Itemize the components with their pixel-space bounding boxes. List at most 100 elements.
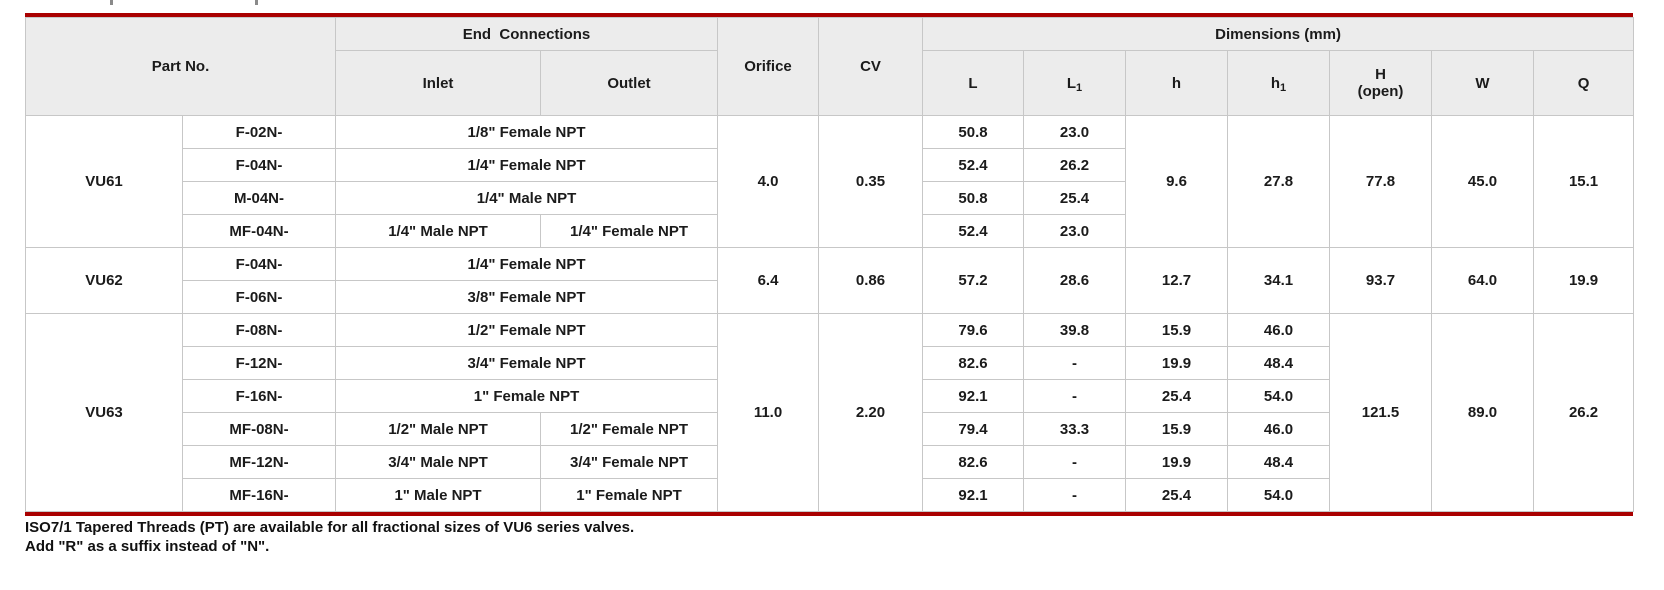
part-no-cell: MF-12N- [181, 445, 337, 479]
footnotes: ISO7/1 Tapered Threads (PT) are availabl… [25, 518, 1625, 556]
header-dim-h-open: H (open) [1329, 50, 1433, 116]
header-inlet: Inlet [335, 50, 542, 116]
table-row: F-06N- 3/8" Female NPT [26, 280, 1634, 314]
connection-cell: 3/4" Female NPT [335, 346, 719, 380]
connection-cell: 1/4" Female NPT [335, 148, 719, 182]
dim-h1-cell: 27.8 [1227, 115, 1331, 248]
dim-h1-cell: 46.0 [1227, 412, 1331, 446]
header-dimensions: Dimensions (mm) [922, 17, 1635, 51]
header-end-connections: End Connections [335, 17, 719, 51]
outlet-cell: 1" Female NPT [540, 478, 719, 512]
dim-h-open-cell: 77.8 [1329, 115, 1433, 248]
header-orifice: Orifice [717, 17, 820, 116]
table-row: MF-12N- 3/4" Male NPT 3/4" Female NPT 82… [26, 445, 1634, 479]
connection-cell: 3/8" Female NPT [335, 280, 719, 314]
dim-l-cell: 50.8 [922, 115, 1025, 149]
footnote-iso: ISO7/1 Tapered Threads (PT) are availabl… [25, 519, 635, 536]
dim-l1-cell: 33.3 [1023, 412, 1127, 446]
dim-h1-cell: 54.0 [1227, 478, 1331, 512]
dim-h-cell: 19.9 [1125, 346, 1229, 380]
spec-table: Part No. End Connections Orifice CV Dime… [24, 17, 1635, 512]
dim-l-cell: 79.4 [922, 412, 1025, 446]
connection-cell: 1/8" Female NPT [335, 115, 719, 149]
part-series-cell: VU62 [25, 247, 183, 314]
part-no-cell: MF-16N- [181, 478, 337, 512]
part-no-cell: F-08N- [181, 313, 337, 347]
header-dim-l1: L1 [1023, 50, 1127, 116]
header-row-groups: Part No. End Connections Orifice CV Dime… [24, 17, 1635, 116]
dim-h-open-cell: 93.7 [1329, 247, 1433, 314]
part-no-cell: MF-04N- [181, 214, 337, 248]
dim-l1-cell: 39.8 [1023, 313, 1127, 347]
dim-w-cell: 45.0 [1431, 115, 1535, 248]
artifact-mark [255, 0, 258, 5]
dim-h-cell: 15.9 [1125, 313, 1229, 347]
outlet-cell: 1/4" Female NPT [540, 214, 719, 248]
dim-h-cell: 25.4 [1125, 478, 1229, 512]
part-no-cell: F-12N- [181, 346, 337, 380]
cv-cell: 2.20 [818, 313, 924, 512]
header-dim-w: W [1431, 50, 1535, 116]
dim-l1-cell: 23.0 [1023, 214, 1127, 248]
dim-h-cell: 19.9 [1125, 445, 1229, 479]
artifact-mark [110, 0, 113, 5]
table-row: M-04N- 1/4" Male NPT 50.8 25.4 [26, 181, 1634, 215]
dim-q-cell: 19.9 [1533, 247, 1635, 314]
table-row: MF-16N- 1" Male NPT 1" Female NPT 92.1 -… [26, 478, 1634, 512]
dim-l1-cell: - [1023, 445, 1127, 479]
orifice-cell: 6.4 [717, 247, 820, 314]
part-no-cell: F-16N- [181, 379, 337, 413]
part-no-cell: F-02N- [181, 115, 337, 149]
dim-h-open-cell: 121.5 [1329, 313, 1433, 512]
cv-cell: 0.86 [818, 247, 924, 314]
table-row: F-04N- 1/4" Female NPT 52.4 26.2 [26, 148, 1634, 182]
dim-l-cell: 52.4 [922, 214, 1025, 248]
table-row: MF-08N- 1/2" Male NPT 1/2" Female NPT 79… [26, 412, 1634, 446]
inlet-cell: 3/4" Male NPT [335, 445, 542, 479]
dim-h1-cell: 48.4 [1227, 346, 1331, 380]
dim-l-cell: 79.6 [922, 313, 1025, 347]
dim-l-cell: 92.1 [922, 379, 1025, 413]
spec-table-wrapper: Part No. End Connections Orifice CV Dime… [24, 13, 1635, 516]
part-no-cell: F-04N- [181, 148, 337, 182]
part-series-cell: VU61 [25, 115, 183, 248]
part-no-cell: F-04N- [181, 247, 337, 281]
part-no-cell: M-04N- [181, 181, 337, 215]
table-row: VU63 F-08N- 1/2" Female NPT 11.0 2.20 79… [25, 313, 1635, 512]
dim-h1-cell: 34.1 [1227, 247, 1331, 314]
dim-l-cell: 50.8 [922, 181, 1025, 215]
table-row: F-16N- 1" Female NPT 92.1 - 25.4 54.0 [26, 379, 1634, 413]
connection-cell: 1" Female NPT [335, 379, 719, 413]
dim-l1-cell: 26.2 [1023, 148, 1127, 182]
dim-w-cell: 89.0 [1431, 313, 1535, 512]
dim-l1-cell: 23.0 [1023, 115, 1127, 149]
header-row-subcols: Inlet Outlet L L1 h h1 H (open) W Q [26, 50, 1635, 116]
dim-h1-cell: 54.0 [1227, 379, 1331, 413]
table-row: F-12N- 3/4" Female NPT 82.6 - 19.9 48.4 [26, 346, 1634, 380]
dim-h-cell: 9.6 [1125, 115, 1229, 248]
header-outlet: Outlet [540, 50, 719, 116]
inlet-cell: 1/2" Male NPT [335, 412, 542, 446]
dim-l1-cell: - [1023, 379, 1127, 413]
dim-l1-cell: 25.4 [1023, 181, 1127, 215]
dim-l-cell: 52.4 [922, 148, 1025, 182]
table-row: VU61 F-02N- 1/8" Female NPT 4.0 0.35 50.… [25, 115, 1635, 248]
dim-l1-cell: 28.6 [1023, 247, 1127, 314]
connection-cell: 1/2" Female NPT [335, 313, 719, 347]
table-row: VU62 F-04N- 1/4" Female NPT 6.4 0.86 57.… [25, 247, 1635, 314]
dim-l-cell: 82.6 [922, 445, 1025, 479]
dim-h-cell: 12.7 [1125, 247, 1229, 314]
part-no-cell: MF-08N- [181, 412, 337, 446]
outlet-cell: 3/4" Female NPT [540, 445, 719, 479]
dim-h-cell: 15.9 [1125, 412, 1229, 446]
dim-l1-cell: - [1023, 478, 1127, 512]
cv-cell: 0.35 [818, 115, 924, 248]
dim-h1-cell: 48.4 [1227, 445, 1331, 479]
dim-w-cell: 64.0 [1431, 247, 1535, 314]
orifice-cell: 11.0 [717, 313, 820, 512]
inlet-cell: 1/4" Male NPT [335, 214, 542, 248]
orifice-cell: 4.0 [717, 115, 820, 248]
dim-h-cell: 25.4 [1125, 379, 1229, 413]
dim-l-cell: 82.6 [922, 346, 1025, 380]
connection-cell: 1/4" Female NPT [335, 247, 719, 281]
